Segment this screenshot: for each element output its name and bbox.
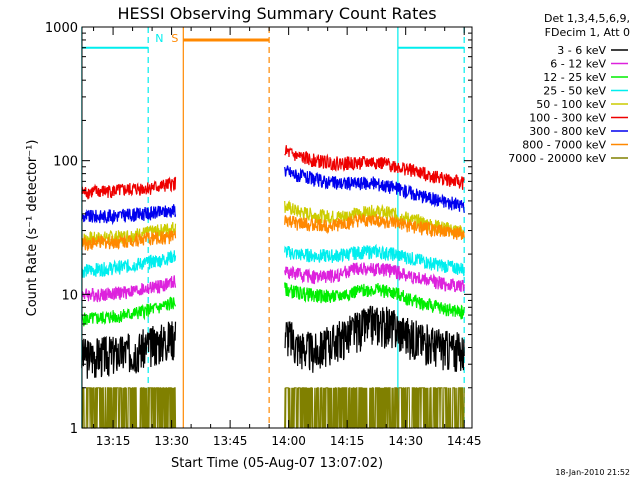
x-tick-label: 14:45 [447, 434, 482, 448]
y-axis-label: Count Rate (s⁻¹ detector⁻¹) [25, 140, 40, 317]
series-line-7000-20000-kev [81, 387, 177, 429]
series-line-25-50-kev [81, 250, 177, 278]
legend: Det 1,3,4,5,6,9, FDecim 1, Att 0 3 - 6 k… [508, 12, 630, 165]
legend-label: 800 - 7000 keV [522, 139, 606, 152]
series-line-6-12-kev [284, 262, 465, 293]
series-line-100-300-kev [284, 145, 465, 190]
x-tick-label: 13:45 [213, 434, 248, 448]
legend-entry-3-6-kev: 3 - 6 keV [557, 44, 628, 57]
series-line-7000-20000-kev [284, 387, 465, 429]
y-tick-label: 10 [61, 288, 78, 303]
legend-header-line-1: Det 1,3,4,5,6,9, [544, 12, 630, 25]
series-line-25-50-kev [284, 243, 465, 277]
series-layer [81, 145, 465, 429]
x-tick-label: 14:00 [271, 434, 306, 448]
legend-entry-7000-20000-kev: 7000 - 20000 keV [508, 152, 628, 165]
legend-label: 300 - 800 keV [529, 125, 606, 138]
timestamp: 18-Jan-2010 21:52 [555, 468, 630, 477]
chart-title: HESSI Observing Summary Count Rates [117, 4, 436, 23]
series-12-25-kev [81, 282, 465, 327]
series-25-50-kev [81, 243, 465, 278]
series-line-3-6-kev [284, 305, 465, 373]
legend-entry-12-25-kev: 12 - 25 keV [543, 71, 628, 84]
y-tick-label: 100 [53, 155, 78, 170]
series-line-6-12-kev [81, 275, 177, 303]
x-axis-label: Start Time (05-Aug-07 13:07:02) [171, 456, 383, 471]
legend-header-line-2: FDecim 1, Att 0 [545, 26, 630, 39]
legend-entry-300-800-kev: 300 - 800 keV [529, 125, 628, 138]
series-800-7000-kev [81, 212, 465, 251]
axes: 13:15 13:30 13:45 14:00 14:15 14:30 14:45 1 10 10… [45, 21, 482, 448]
legend-entry-100-300-kev: 100 - 300 keV [529, 112, 628, 125]
series-line-12-25-kev [284, 282, 465, 320]
series-line-800-7000-kev [81, 230, 177, 251]
legend-label: 3 - 6 keV [557, 44, 606, 57]
y-tick-label: 1000 [45, 21, 78, 36]
legend-entry-6-12-kev: 6 - 12 keV [550, 58, 628, 71]
series-300-800-kev [81, 165, 465, 226]
series-7000-20000-kev [81, 387, 465, 429]
legend-label: 100 - 300 keV [529, 112, 606, 125]
x-tick-label: 14:15 [330, 434, 365, 448]
series-line-300-800-kev [81, 204, 177, 226]
series-line-800-7000-kev [284, 212, 465, 240]
legend-label: 12 - 25 keV [543, 71, 606, 84]
legend-entry-800-7000-kev: 800 - 7000 keV [522, 139, 628, 152]
series-line-12-25-kev [81, 296, 177, 327]
legend-entry-25-50-kev: 25 - 50 keV [543, 85, 628, 98]
series-6-12-kev [81, 262, 465, 303]
saa-flag-label: S [171, 32, 178, 45]
series-line-300-800-kev [284, 165, 465, 213]
series-line-3-6-kev [81, 321, 177, 379]
plot-frame [81, 26, 473, 429]
night-flag-label: N [155, 32, 163, 45]
x-tick-label: 13:15 [96, 434, 131, 448]
legend-label: 25 - 50 keV [543, 85, 606, 98]
series-100-300-kev [81, 145, 465, 200]
legend-label: 7000 - 20000 keV [508, 152, 606, 165]
legend-label: 6 - 12 keV [550, 58, 606, 71]
series-line-100-300-kev [81, 176, 177, 200]
series-3-6-kev [81, 305, 465, 379]
x-tick-label: 13:30 [154, 434, 189, 448]
x-tick-label: 14:30 [388, 434, 423, 448]
legend-label: 50 - 100 keV [536, 98, 606, 111]
legend-entry-50-100-kev: 50 - 100 keV [536, 98, 628, 111]
y-tick-label: 1 [70, 422, 78, 437]
